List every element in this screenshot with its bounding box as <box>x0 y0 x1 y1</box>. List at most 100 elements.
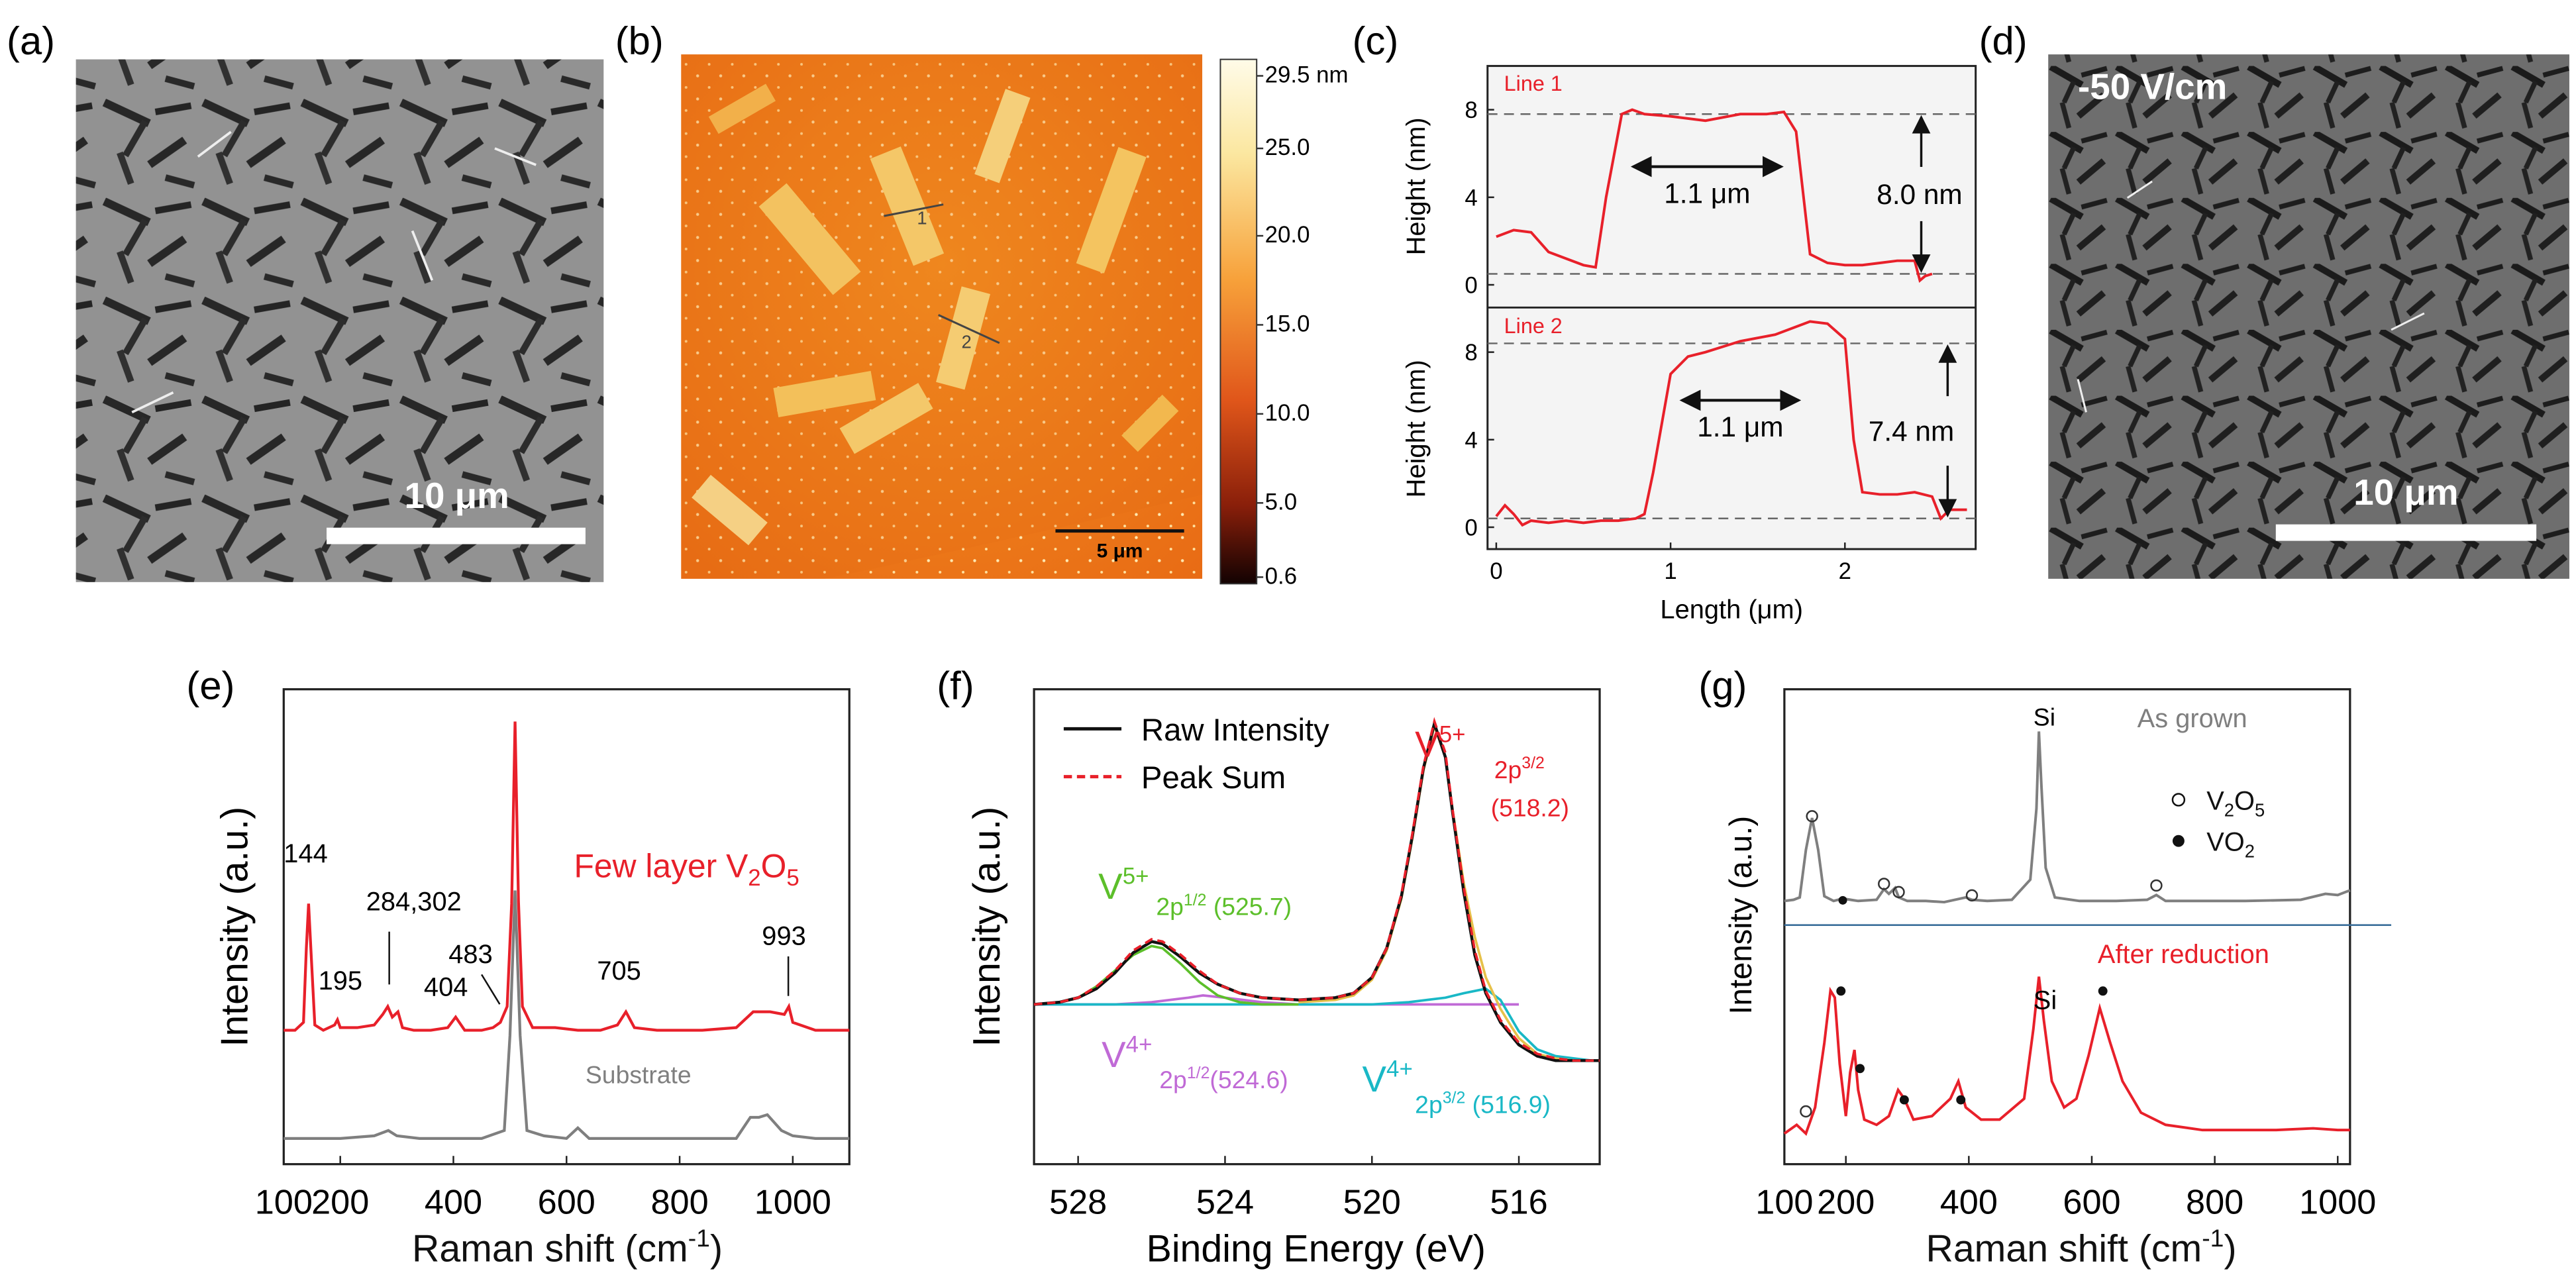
width-label: 1.1 μm <box>1664 178 1750 209</box>
si-label: Si <box>2034 703 2055 731</box>
profile-ylabel: Height (nm) <box>1402 117 1431 255</box>
scalebar-a <box>327 527 586 544</box>
raman-peak-label: 404 <box>424 973 468 1002</box>
v2o5-peak-marker <box>1800 1105 1812 1118</box>
xtick-label: 528 <box>1049 1183 1107 1221</box>
colorbar-tick-label: 0.6 <box>1265 563 1297 589</box>
xtick-label: 1000 <box>2299 1183 2376 1221</box>
height-label: 7.4 nm <box>1869 416 1954 447</box>
legend-vo2: VO2 <box>2206 828 2255 862</box>
colorbar-tick-label: 5.0 <box>1265 489 1297 515</box>
xtick-label: 520 <box>1343 1183 1401 1221</box>
panel-label-a: (a) <box>7 19 55 63</box>
panel-label-e: (e) <box>186 664 234 708</box>
xtick-label: 400 <box>1940 1183 1998 1221</box>
vo2-peak-marker <box>1838 895 1847 905</box>
ytick-label: 4 <box>1465 185 1477 211</box>
xps-ylabel: Intensity (a.u.) <box>966 807 1008 1047</box>
scalebar-label-b: 5 μm <box>1097 540 1143 562</box>
raman-peak-label: 993 <box>762 922 805 951</box>
as-grown-label: As grown <box>2138 704 2247 733</box>
xps-peak-v5-3-2: V5+ <box>1415 721 1465 764</box>
vo2-peak-marker <box>1836 986 1846 996</box>
xtick-label: 600 <box>2063 1183 2120 1221</box>
colorbar-tick-label: 15.0 <box>1265 311 1310 336</box>
plot-frame <box>1033 688 1601 1166</box>
colorbar-tick-label: 20.0 <box>1265 222 1310 248</box>
after-reduction-series <box>1783 976 2350 1137</box>
v2o5-peak-marker <box>2150 879 2163 892</box>
xps-series <box>1033 717 1600 1062</box>
panel-label-d: (d) <box>1979 19 2028 63</box>
xps-peak-v5-1-2-sub: 2p1/2 (525.7) <box>1156 891 1292 921</box>
xtick-label: 800 <box>650 1183 708 1221</box>
ytick-label: 4 <box>1465 427 1477 453</box>
xps-series <box>1298 721 1592 1062</box>
xps-xlabel: Binding Energy (eV) <box>1147 1228 1486 1270</box>
height-label: 8.0 nm <box>1877 179 1962 210</box>
ytick-label: 8 <box>1465 97 1477 123</box>
xtick-label: 100 <box>255 1183 313 1221</box>
panel-label-c: (c) <box>1353 19 1399 63</box>
xtick-label: 200 <box>311 1183 369 1221</box>
raman-g-ylabel: Intensity (a.u.) <box>1724 816 1759 1015</box>
xps-peak-v5-3-2-sub: 2p3/2 <box>1494 754 1545 784</box>
substrate-label: Substrate <box>586 1061 692 1089</box>
legend-raw: Raw Intensity <box>1141 713 1329 748</box>
panel-label-b: (b) <box>615 19 664 63</box>
legend-vo2-marker <box>2172 835 2185 847</box>
afm-colorbar-ticks: 29.5 nm 25.0 20.0 15.0 10.0 5.0 0.6 <box>1257 62 1349 589</box>
sem-image-a <box>76 59 604 582</box>
xtick-label: 200 <box>1817 1183 1875 1221</box>
xps-peak-v4-1-2-sub: 2p1/2(524.6) <box>1159 1064 1288 1094</box>
peak-leader <box>481 974 501 1005</box>
v2o5-peak-marker <box>1892 886 1905 899</box>
raman-series-label: Few layer V2O5 <box>574 847 799 890</box>
width-label: 1.1 μm <box>1697 411 1783 442</box>
xps-peak-v5-1-2: V5+ <box>1098 863 1149 906</box>
scalebar-label-a: 10 μm <box>405 475 509 516</box>
xtick-label: 1000 <box>754 1183 831 1221</box>
xps-peak-v4-1-2: V4+ <box>1102 1031 1152 1074</box>
vo2-peak-marker <box>1956 1095 1966 1105</box>
after-reduction-label: After reduction <box>2098 940 2269 969</box>
profile-ylabel: Height (nm) <box>1402 360 1431 497</box>
xtick-label: 1 <box>1664 558 1676 584</box>
legend-v2o5-marker <box>2171 793 2186 807</box>
vo2-peak-marker <box>1899 1095 1909 1105</box>
vo2-peak-marker <box>2098 986 2108 996</box>
raman-series <box>283 890 850 1141</box>
v2o5-peak-marker <box>1878 878 1890 890</box>
panel-label-g: (g) <box>1698 664 1747 708</box>
raman-peak-label: 195 <box>319 966 362 995</box>
afm-colorbar <box>1219 58 1258 585</box>
as-grown-series <box>1784 731 2351 904</box>
profile-line-name: Line 2 <box>1504 314 1563 338</box>
xps-peak-v4-3-2: V4+ <box>1363 1056 1413 1099</box>
ytick-label: 8 <box>1465 340 1477 366</box>
profile-xlabel: Length (μm) <box>1660 595 1803 625</box>
si-label: Si <box>2034 986 2057 1015</box>
raman-peak-label: 284,302 <box>366 887 462 916</box>
vo2-peak-marker <box>1855 1064 1865 1074</box>
ytick-label: 0 <box>1465 515 1477 540</box>
xtick-label: 0 <box>1490 558 1502 584</box>
scalebar-label-d: 10 μm <box>2353 472 2458 513</box>
raman-xlabel: Raman shift (cm-1) <box>412 1224 723 1270</box>
xtick-label: 400 <box>425 1183 482 1221</box>
profile-line-name: Line 1 <box>1504 72 1563 95</box>
afm-image <box>681 54 1203 579</box>
afm-line-marker-1: 1 <box>917 208 927 229</box>
colorbar-tick-label: 10.0 <box>1265 400 1310 426</box>
scalebar-d <box>2275 524 2537 541</box>
legend-sum: Peak Sum <box>1141 760 1286 795</box>
v2o5-peak-marker <box>1965 889 1979 902</box>
profile-line <box>1495 320 1967 527</box>
legend-v2o5: V2O5 <box>2206 786 2265 820</box>
xps-peak-v5-3-2-value: (518.2) <box>1491 793 1569 821</box>
xtick-label: 800 <box>2186 1183 2243 1221</box>
xtick-label: 516 <box>1490 1183 1547 1221</box>
height-profile-plot: 0 4 8 Line 1 1.1 μm 8.0 nm Height (nm) 0 4 8 Line … <box>1402 65 1977 625</box>
